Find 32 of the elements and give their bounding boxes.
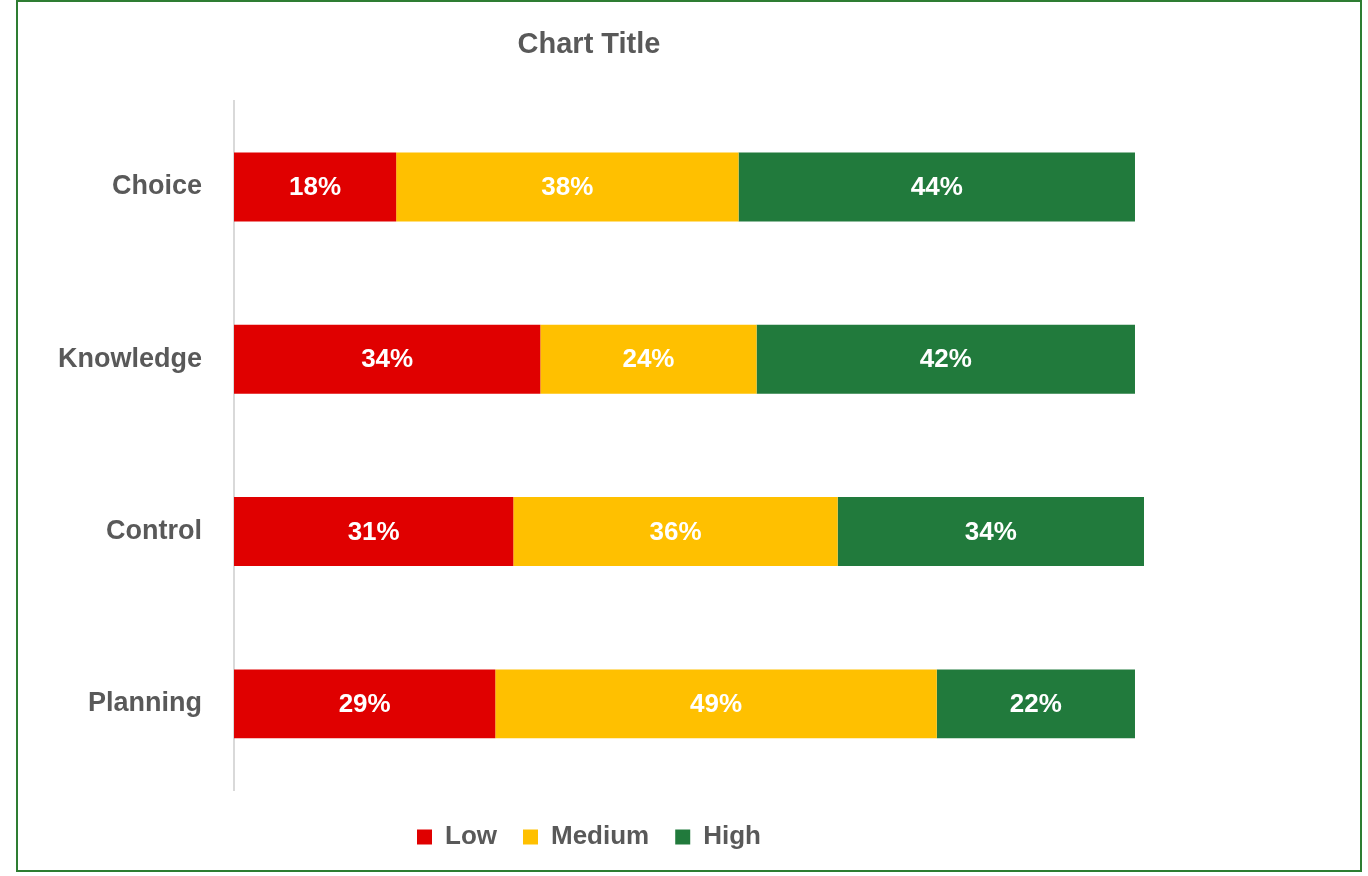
bar <box>234 152 397 222</box>
y-tick-label: Planning <box>88 687 202 718</box>
data-label: 18% <box>289 171 342 202</box>
y-tick-label: Control <box>106 515 202 545</box>
data-label: 49% <box>690 688 743 719</box>
bar <box>513 497 838 567</box>
bar <box>756 324 1135 394</box>
bar <box>837 497 1144 567</box>
data-label: 29% <box>338 688 391 719</box>
bar <box>396 152 739 222</box>
legend-label: Low <box>445 820 498 851</box>
data-label: 31% <box>347 515 400 546</box>
data-label: 34% <box>964 515 1017 546</box>
data-label: 34% <box>361 343 414 374</box>
bar <box>495 669 937 739</box>
y-tick-label: Knowledge <box>57 342 202 373</box>
data-label: 44% <box>910 171 963 202</box>
data-label: 24% <box>622 343 675 374</box>
bar <box>234 324 541 394</box>
data-label: 42% <box>919 343 972 374</box>
bar <box>540 324 757 394</box>
data-label: 38% <box>541 171 594 202</box>
bar <box>936 669 1135 739</box>
bar <box>738 152 1135 222</box>
y-tick-label: Choice <box>111 170 202 201</box>
legend-label: High <box>703 820 761 851</box>
chart-title: Chart Title <box>517 27 661 60</box>
data-label: 36% <box>649 515 702 546</box>
data-label: 22% <box>1009 688 1062 719</box>
bar <box>234 669 496 739</box>
bar <box>234 497 514 567</box>
legend-label: Medium <box>551 820 650 851</box>
